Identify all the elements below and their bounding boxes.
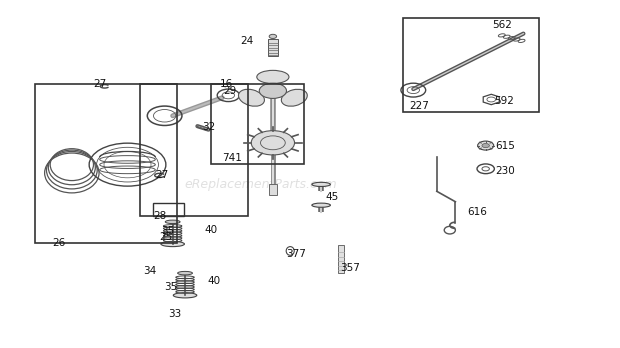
Circle shape (251, 130, 294, 155)
Circle shape (482, 143, 489, 148)
Text: 32: 32 (202, 122, 215, 132)
Text: 29: 29 (223, 86, 237, 96)
Circle shape (477, 141, 494, 150)
Text: 16: 16 (220, 79, 234, 89)
Ellipse shape (312, 182, 330, 187)
Bar (268, 184, 277, 195)
Bar (211, 84, 304, 164)
Text: 357: 357 (340, 263, 360, 273)
Ellipse shape (281, 89, 308, 106)
Bar (35, 84, 177, 243)
Text: 33: 33 (168, 309, 181, 319)
Text: 741: 741 (222, 153, 242, 164)
Text: 227: 227 (409, 101, 429, 111)
Text: 40: 40 (208, 276, 221, 286)
Text: 592: 592 (494, 96, 514, 106)
Text: 230: 230 (495, 166, 515, 175)
Bar (338, 245, 344, 273)
Text: 616: 616 (467, 207, 487, 217)
Ellipse shape (312, 203, 330, 207)
Text: 27: 27 (156, 170, 169, 180)
Ellipse shape (166, 220, 180, 223)
Text: 25: 25 (160, 232, 173, 242)
Text: 562: 562 (492, 20, 512, 30)
Text: 26: 26 (52, 238, 65, 248)
Ellipse shape (239, 89, 264, 106)
Text: 27: 27 (94, 79, 107, 89)
Bar (403, 18, 539, 112)
Text: 35: 35 (162, 226, 175, 236)
Text: 28: 28 (154, 211, 167, 221)
Ellipse shape (257, 70, 289, 84)
Text: eReplacementParts.com: eReplacementParts.com (184, 178, 337, 191)
Text: 34: 34 (143, 266, 156, 276)
Text: 377: 377 (286, 249, 306, 259)
Circle shape (269, 34, 277, 39)
Text: 45: 45 (326, 191, 339, 201)
Bar (154, 204, 184, 216)
Text: 35: 35 (165, 282, 178, 292)
Circle shape (259, 83, 286, 98)
Text: 40: 40 (205, 225, 218, 235)
Text: 24: 24 (241, 35, 254, 46)
Bar (140, 84, 248, 216)
Ellipse shape (177, 271, 192, 275)
Bar (268, 39, 278, 56)
Text: 615: 615 (495, 141, 515, 151)
Ellipse shape (173, 293, 197, 298)
Ellipse shape (161, 242, 184, 247)
